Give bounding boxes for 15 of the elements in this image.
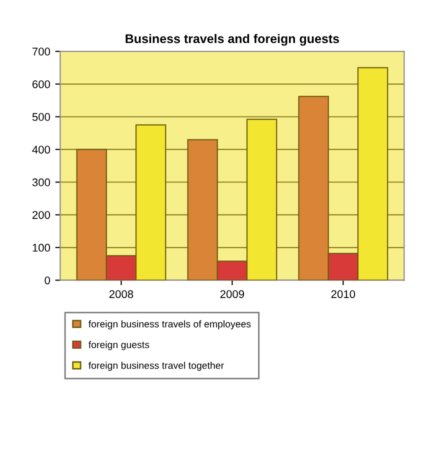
y-tick-label: 300	[32, 178, 50, 186]
x-tick-label: 2008	[109, 290, 134, 298]
y-tick-label: 600	[32, 80, 50, 88]
legend-label: foreign guests	[88, 341, 150, 350]
chart-title: Business travels and foreign guests	[126, 34, 340, 46]
legend-label: foreign business travels of employees	[88, 320, 251, 330]
x-tick-label: 2010	[331, 290, 356, 298]
y-tick-label: 200	[32, 211, 50, 219]
y-tick-label: 500	[32, 113, 50, 121]
x-tick-label: 2009	[220, 290, 244, 298]
y-tick-label: 0	[44, 276, 50, 284]
y-tick-label: 700	[32, 48, 50, 56]
y-tick-label: 100	[32, 244, 50, 252]
y-tick-label: 400	[32, 146, 50, 154]
legend-label: foreign business travel together	[88, 362, 224, 371]
